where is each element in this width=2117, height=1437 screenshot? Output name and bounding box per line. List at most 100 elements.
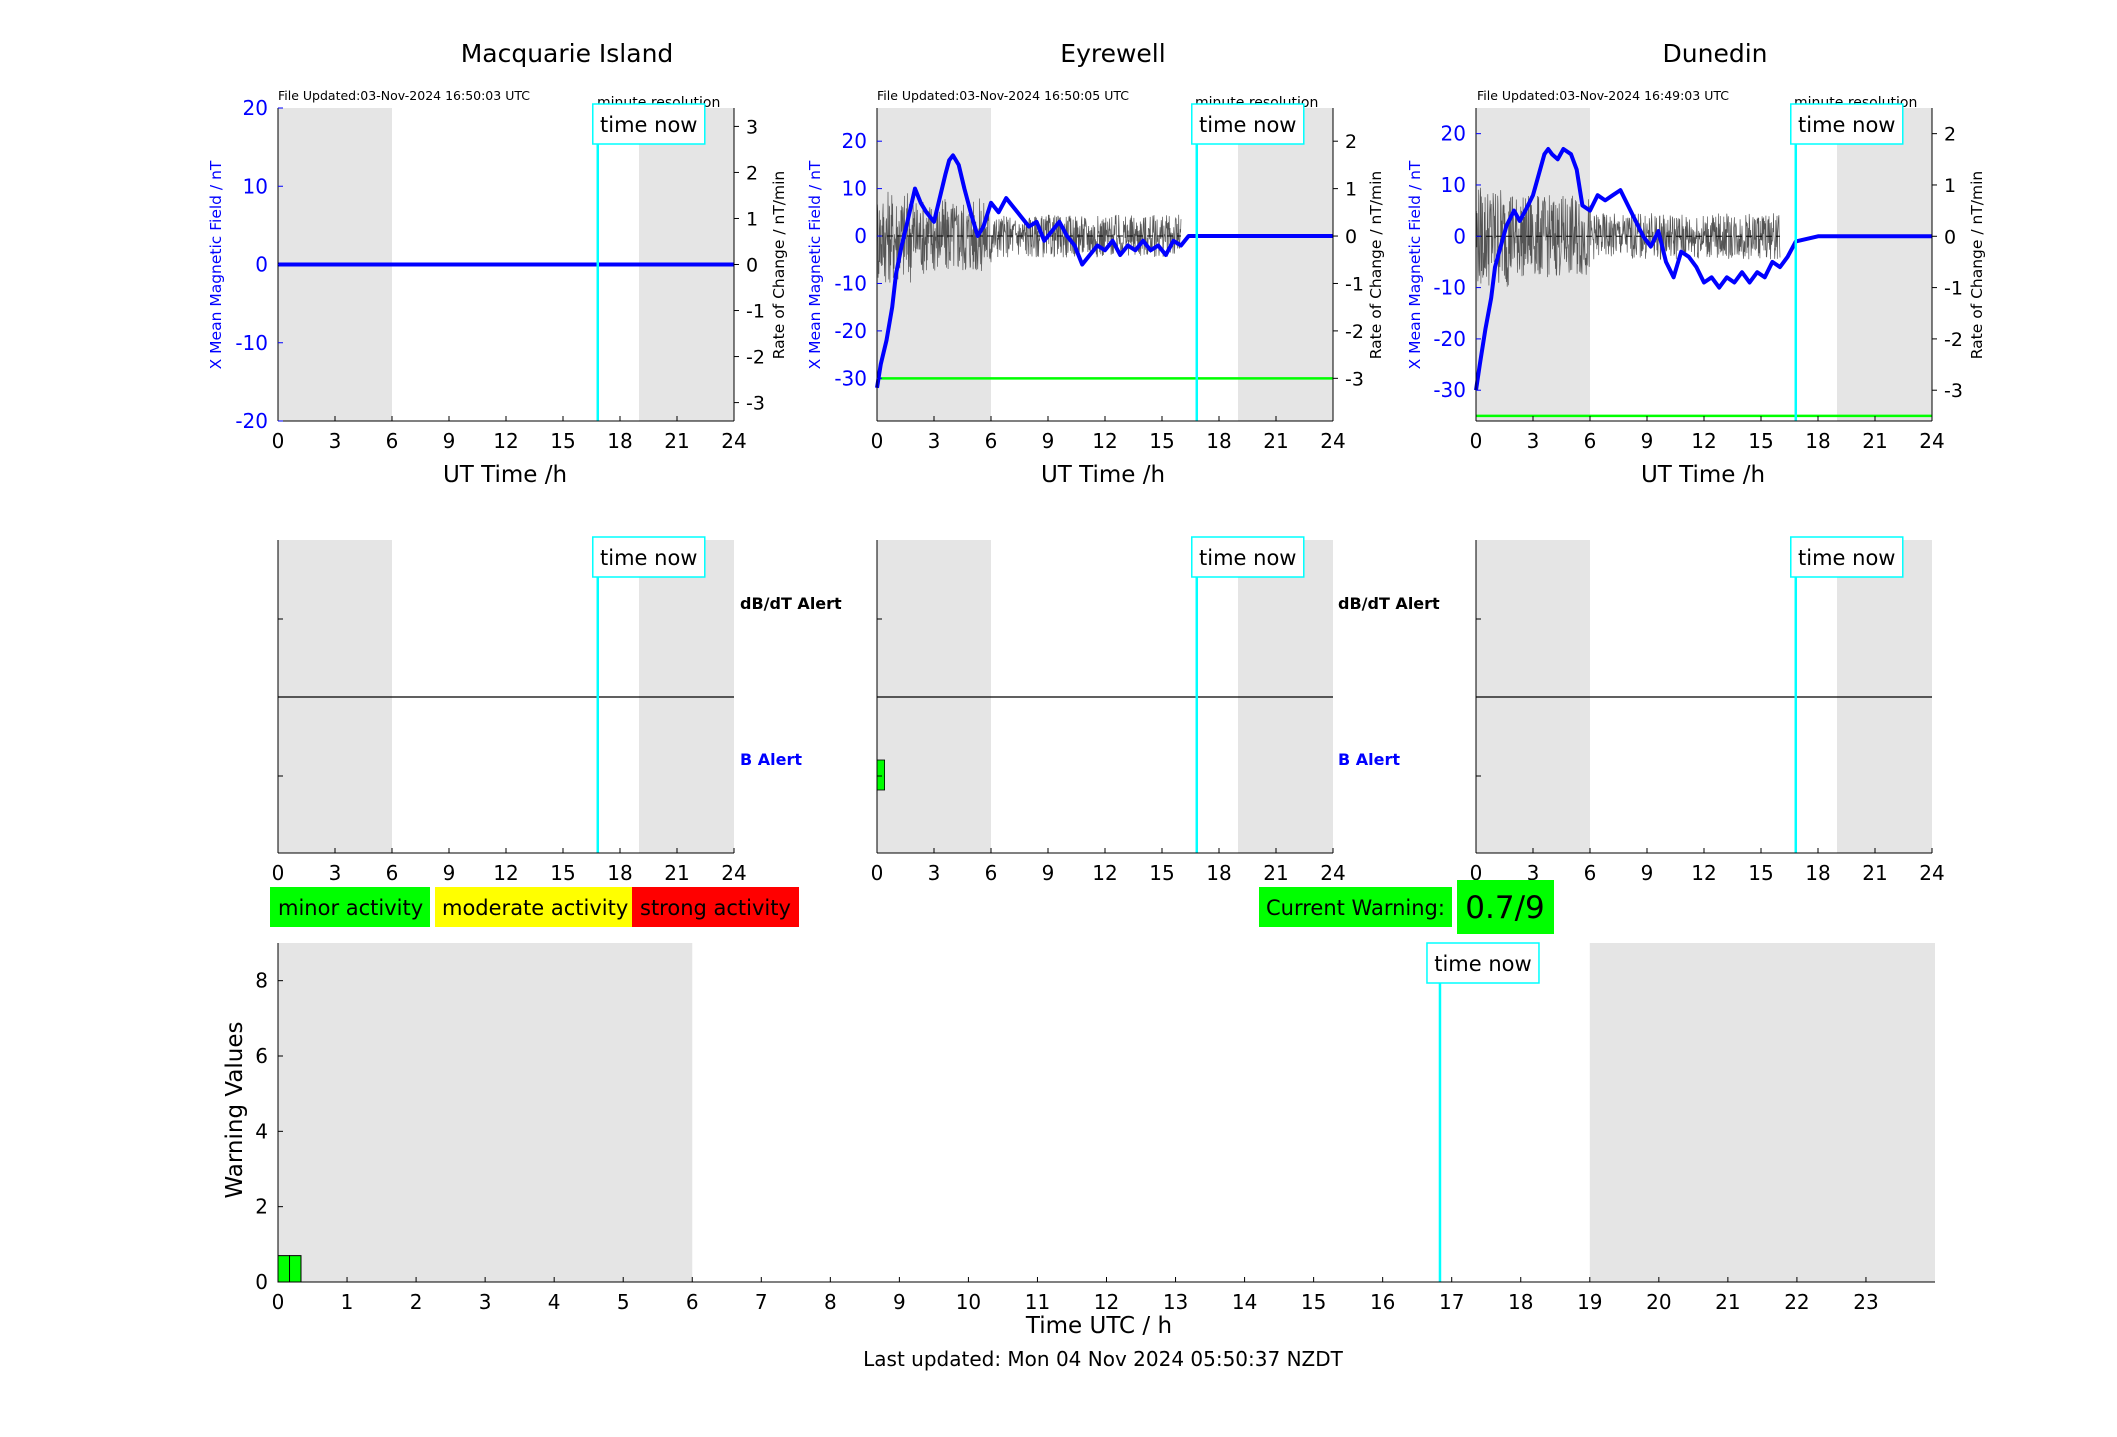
alert-panel-macquarie-island: time now 0 3 6 9 12 15 18 21 24 — [272, 536, 747, 885]
current-warning: Current Warning: 0.7/9 — [1259, 880, 1554, 934]
time-now-label: time now — [600, 546, 697, 570]
x-tick-label: 0 — [871, 861, 884, 885]
x-tick-label: 23 — [1853, 1290, 1878, 1314]
x-tick-label: 13 — [1163, 1290, 1188, 1314]
x-tick-label: 12 — [1092, 429, 1117, 453]
x-tick-label: 0 — [1470, 861, 1483, 885]
rate-of-change-trace — [876, 191, 1182, 283]
y-right-tick-label: -2 — [746, 347, 765, 369]
x-tick-label: 15 — [1748, 861, 1773, 885]
x-tick-label: 21 — [1715, 1290, 1740, 1314]
x-tick-label: 15 — [1748, 429, 1773, 453]
ylabel-left-macquarie: X Mean Magnetic Field / nT — [207, 160, 225, 369]
x-tick-label: 15 — [550, 861, 575, 885]
time-now-marker: time now — [1191, 536, 1305, 578]
y-right-tick-label: -2 — [1944, 329, 1963, 351]
y-left-tick-label: -20 — [834, 319, 867, 343]
x-tick-label: 6 — [386, 429, 399, 453]
x-tick-label: 12 — [1094, 1290, 1119, 1314]
y-right-tick-label: 0 — [1944, 226, 1956, 248]
x-tick-label: 9 — [1641, 429, 1654, 453]
time-now-marker: time now — [1426, 942, 1540, 984]
activity-legend: minor activity moderate activity strong … — [270, 887, 799, 927]
xlabel-macquarie: UT Time /h — [443, 462, 567, 488]
x-mean-field-series — [875, 153, 1333, 389]
x-tick-label: 24 — [721, 429, 746, 453]
x-tick-label: 21 — [1862, 429, 1887, 453]
night-shade — [278, 943, 693, 1282]
x-tick-label: 12 — [1092, 861, 1117, 885]
file-updated-eyrewell: File Updated:03-Nov-2024 16:50:05 UTC — [877, 88, 1129, 103]
time-now-marker: time now — [1191, 103, 1305, 145]
y-tick-label: 4 — [255, 1119, 268, 1143]
last-updated: Last updated: Mon 04 Nov 2024 05:50:37 N… — [863, 1347, 1344, 1371]
y-left-tick-label: 10 — [1441, 173, 1466, 197]
x-tick-label: 24 — [1320, 861, 1345, 885]
time-now-label: time now — [1199, 113, 1296, 137]
y-left-tick-label: -20 — [235, 409, 268, 433]
x-tick-label: 0 — [1470, 429, 1483, 453]
x-tick-label: 11 — [1025, 1290, 1050, 1314]
warning-ylabel: Warning Values — [222, 1021, 248, 1198]
x-tick-label: 24 — [1919, 861, 1944, 885]
x-tick-label: 22 — [1784, 1290, 1809, 1314]
legend-strong-label: strong activity — [640, 896, 791, 920]
y-left-tick-label: 10 — [243, 174, 268, 198]
b-alert-bar — [876, 759, 885, 791]
x-tick-label: 1 — [341, 1290, 354, 1314]
file-updated-dunedin: File Updated:03-Nov-2024 16:49:03 UTC — [1477, 88, 1729, 103]
x-tick-label: 6 — [985, 861, 998, 885]
x-tick-label: 0 — [272, 1290, 285, 1314]
time-now-marker: time now — [1790, 103, 1904, 145]
x-tick-label: 3 — [1527, 861, 1540, 885]
alert-panel-dunedin: time now 0 3 6 9 12 15 18 21 24 — [1470, 536, 1945, 885]
x-tick-label: 3 — [479, 1290, 492, 1314]
x-tick-label: 18 — [1805, 429, 1830, 453]
y-left-tick-label: -10 — [1433, 276, 1466, 300]
x-tick-label: 17 — [1439, 1290, 1464, 1314]
dbdt-alert-label-macquarie: dB/dT Alert — [740, 594, 842, 613]
y-left-tick-label: 20 — [243, 96, 268, 120]
x-tick-label: 6 — [1584, 429, 1597, 453]
y-left-tick-label: -30 — [1433, 378, 1466, 402]
x-tick-label: 24 — [721, 861, 746, 885]
x-tick-label: 2 — [410, 1290, 423, 1314]
warning-bar — [277, 1255, 291, 1283]
x-tick-label: 12 — [493, 861, 518, 885]
x-tick-label: 21 — [1862, 861, 1887, 885]
dbdt-alert-label-eyrewell: dB/dT Alert — [1338, 594, 1440, 613]
x-tick-label: 18 — [607, 861, 632, 885]
time-now-label: time now — [1798, 546, 1895, 570]
x-tick-label: 14 — [1232, 1290, 1257, 1314]
chart-title-eyrewell: Eyrewell — [1060, 39, 1165, 68]
x-tick-label: 18 — [1508, 1290, 1533, 1314]
x-tick-label: 21 — [664, 861, 689, 885]
y-right-tick-label: 2 — [1944, 124, 1956, 146]
x-tick-label: 21 — [1263, 429, 1288, 453]
x-tick-label: 9 — [1641, 861, 1654, 885]
x-tick-label: 18 — [1206, 861, 1231, 885]
x-tick-label: 3 — [329, 429, 342, 453]
time-now-label: time now — [1199, 546, 1296, 570]
y-right-tick-label: 2 — [1345, 131, 1357, 153]
warning-xlabel: Time UTC / h — [1025, 1313, 1172, 1339]
y-right-tick-label: 1 — [746, 208, 758, 230]
chart-title-macquarie: Macquarie Island — [461, 39, 674, 68]
legend-minor-swatch — [270, 887, 430, 927]
x-tick-label: 0 — [272, 429, 285, 453]
file-updated-macquarie: File Updated:03-Nov-2024 16:50:03 UTC — [278, 88, 530, 103]
time-now-box — [1790, 536, 1904, 578]
x-tick-label: 6 — [985, 429, 998, 453]
y-right-tick-label: -3 — [1345, 368, 1364, 390]
time-now-box — [1426, 942, 1540, 984]
warning-bar — [289, 1255, 302, 1283]
time-now-marker: time now — [592, 103, 706, 145]
y-left-tick-label: 10 — [842, 177, 867, 201]
legend-minor-label: minor activity — [278, 896, 423, 920]
y-tick-label: 2 — [255, 1195, 268, 1219]
time-now-box — [1790, 103, 1904, 145]
current-warning-label-box — [1259, 887, 1452, 927]
